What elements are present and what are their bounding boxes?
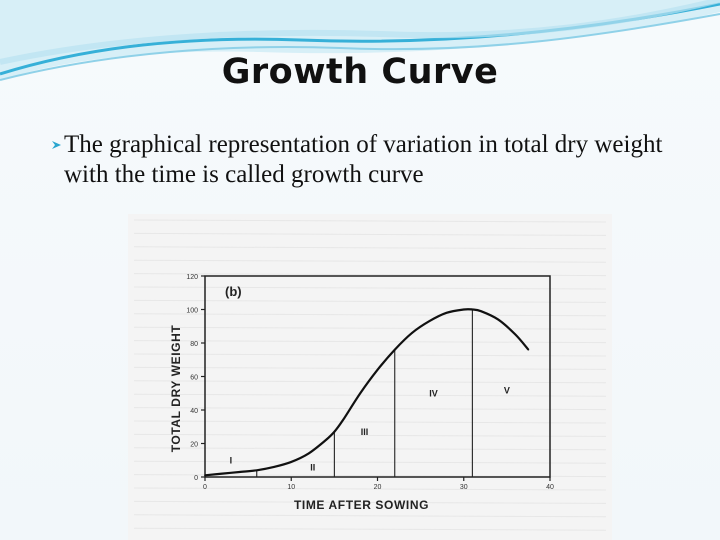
data-point: [255, 469, 258, 472]
phase-label: III: [361, 427, 369, 437]
data-point: [376, 369, 379, 371]
y-tick-label: 100: [186, 308, 198, 315]
panel-label: (b): [225, 284, 242, 299]
y-tick-label: 60: [190, 375, 198, 382]
phase-label: I: [230, 456, 233, 466]
data-point: [462, 308, 465, 311]
phase-label: IV: [429, 389, 438, 399]
y-axis-label: TOTAL DRY WEIGHT: [169, 325, 183, 453]
scan-line: [133, 460, 607, 464]
y-tick-label: 80: [190, 341, 198, 348]
bullet-text: The graphical representation of variatio…: [64, 131, 663, 188]
data-point: [324, 439, 327, 441]
data-point: [333, 430, 336, 433]
scan-line: [133, 487, 607, 491]
data-point: [428, 320, 431, 323]
data-point: [445, 312, 448, 314]
data-point: [514, 333, 517, 336]
y-tick-label: 40: [190, 408, 198, 415]
y-tick-label: 0: [194, 475, 198, 482]
data-point: [480, 310, 482, 312]
data-point: [497, 318, 500, 321]
phase-label: II: [310, 462, 315, 472]
data-point: [273, 466, 275, 468]
data-point: [204, 474, 206, 477]
bullet-arrow-icon: [52, 141, 61, 149]
scan-line: [133, 299, 607, 303]
x-tick-label: 10: [287, 484, 295, 491]
scan-line: [133, 353, 607, 357]
x-axis-label: TIME AFTER SOWING: [294, 498, 429, 512]
decorative-swoosh: [0, 0, 720, 81]
data-point: [290, 461, 293, 463]
data-point: [359, 392, 362, 395]
scan-line: [133, 500, 607, 504]
x-tick-label: 20: [374, 484, 382, 491]
growth-curve-line: [204, 308, 530, 477]
data-point: [471, 308, 474, 311]
data-point: [238, 471, 241, 473]
scan-line: [133, 340, 607, 344]
data-point: [342, 419, 344, 421]
scan-line: [133, 326, 607, 330]
scan-line: [133, 219, 607, 223]
data-point: [527, 348, 530, 351]
data-point: [307, 452, 310, 455]
data-point: [221, 472, 224, 475]
scan-line: [133, 420, 607, 424]
scan-line: [133, 366, 607, 370]
scan-line: [133, 380, 607, 384]
slide-title: Growth Curve: [221, 52, 499, 92]
data-point: [393, 348, 396, 351]
y-tick-label: 120: [186, 274, 198, 281]
data-point: [411, 332, 413, 334]
x-tick-label: 40: [546, 484, 554, 491]
scan-line: [133, 447, 607, 451]
scan-line: [133, 286, 607, 290]
scan-line: [133, 393, 607, 397]
scan-line: [133, 527, 607, 531]
scan-line: [133, 232, 607, 236]
x-tick-label: 0: [203, 484, 207, 491]
scan-line: [133, 433, 607, 437]
scan-line: [133, 246, 607, 250]
phase-label: V: [504, 385, 510, 395]
plot-frame: [204, 275, 551, 478]
scan-line: [133, 259, 607, 263]
growth-curve-figure: 0 20 40 60 80 100 120 0 10 20 30 40 I II III IV V (b) T…: [128, 214, 612, 540]
y-tick-label: 20: [190, 442, 198, 449]
bullet-paragraph: The graphical representation of variatio…: [52, 130, 684, 190]
x-tick-label: 30: [460, 484, 468, 491]
scan-line: [133, 313, 607, 317]
scan-line: [133, 407, 607, 411]
scan-line: [133, 514, 607, 518]
